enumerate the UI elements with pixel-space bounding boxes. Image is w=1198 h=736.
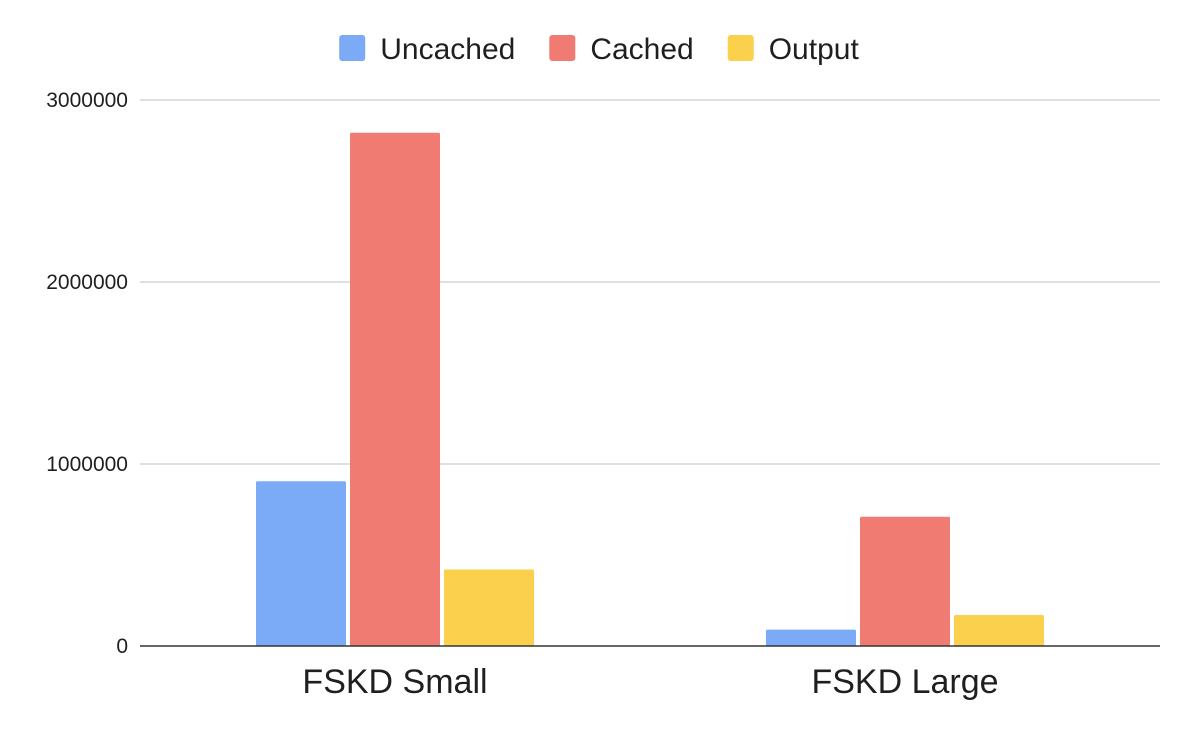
y-axis-tick-labels: 0 1000000 2000000 3000000 xyxy=(46,89,128,658)
legend-item-output: Output xyxy=(727,33,860,66)
y-tick-label: 3000000 xyxy=(46,89,128,112)
legend-label: Cached xyxy=(590,33,693,66)
x-category-label: FSKD Small xyxy=(302,663,487,701)
bar-uncached-fskd-large xyxy=(766,629,856,646)
legend-item-cached: Cached xyxy=(549,33,694,66)
legend-item-uncached: Uncached xyxy=(339,33,515,66)
legend-label: Uncached xyxy=(380,33,515,66)
x-category-label: FSKD Large xyxy=(811,663,998,701)
legend-swatch xyxy=(727,35,754,61)
legend-swatch xyxy=(549,35,576,61)
x-axis-category-labels: FSKD Small FSKD Large xyxy=(302,663,998,701)
y-tick-label: 0 xyxy=(116,635,128,658)
bar-output-fskd-large xyxy=(954,615,1044,646)
bar-uncached-fskd-small xyxy=(256,481,346,646)
bar-output-fskd-small xyxy=(444,569,534,646)
bars xyxy=(256,132,1044,646)
legend-swatch xyxy=(339,35,366,61)
y-tick-label: 1000000 xyxy=(46,453,128,476)
legend: Uncached Cached Output xyxy=(339,33,859,66)
gridlines xyxy=(140,99,1160,465)
bar-cached-fskd-large xyxy=(860,516,950,646)
legend-label: Output xyxy=(769,33,860,66)
bar-cached-fskd-small xyxy=(350,132,440,646)
y-tick-label: 2000000 xyxy=(46,271,128,294)
